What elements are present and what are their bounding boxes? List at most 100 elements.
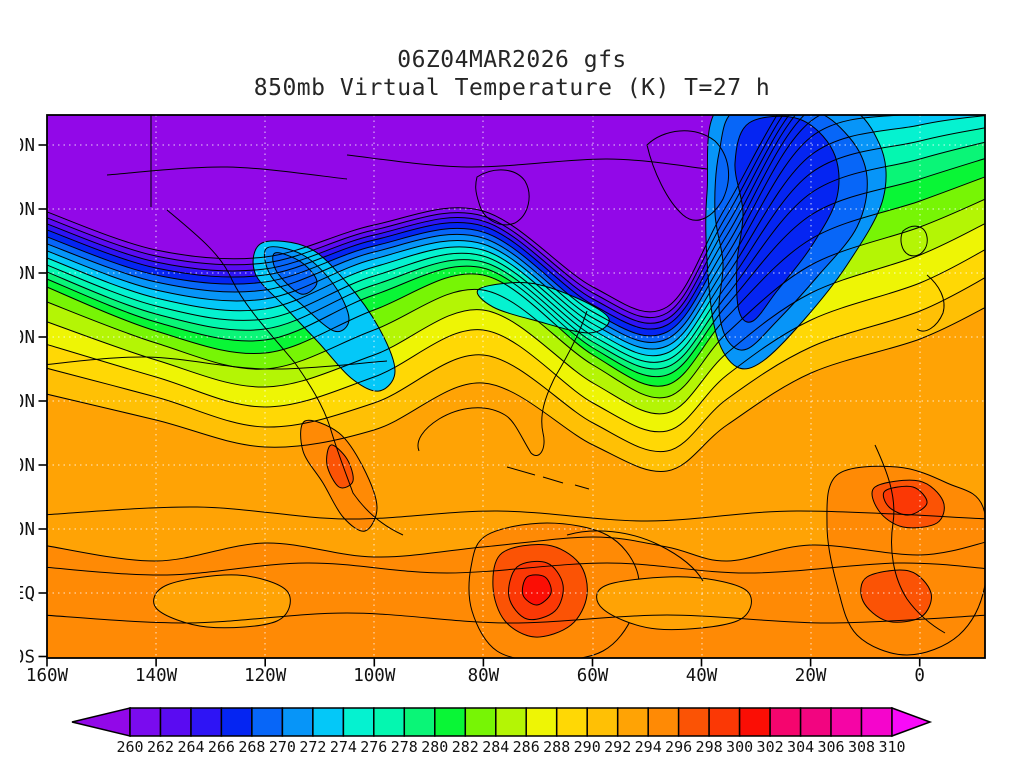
contour-line: [47, 115, 908, 350]
contour-line: [47, 176, 985, 387]
coastline: [166, 209, 404, 536]
colorbar-arrow-left: [71, 707, 131, 737]
colorbar-cell: [708, 707, 741, 737]
lon-tick-label: 40W: [686, 666, 718, 684]
colorbar-arrow-right: [891, 706, 933, 738]
contour-line: [346, 154, 708, 170]
lat-tick-label: 10N: [20, 520, 35, 540]
lat-tick-label: 50N: [20, 264, 35, 284]
colorbar-cell: [159, 707, 192, 737]
contour-region: [860, 569, 932, 623]
colorbar-cell: [860, 707, 893, 737]
colorbar-tick-label: 282: [452, 738, 479, 756]
coastline-hudson-bay: [475, 169, 530, 226]
contour-line: [47, 536, 985, 562]
colorbar-tick-label: 276: [360, 738, 387, 756]
contour-region: [326, 444, 354, 489]
colorbar-tick-label: 280: [421, 738, 448, 756]
contour-lines: [47, 115, 985, 624]
colorbar-cell: [830, 707, 863, 737]
colorbar: 260 262 264 266 268 270 272 274 276 278 280 282 284 2…: [71, 706, 933, 756]
latlon-gridlines: [47, 115, 985, 658]
colorbar-cell: [677, 707, 710, 737]
coastline-europe: [916, 274, 945, 332]
contour-line: [47, 277, 985, 453]
contour-line: [47, 115, 796, 330]
contour-line: [47, 141, 985, 370]
colorbar-cell: [769, 707, 802, 737]
contour-region: [153, 574, 291, 629]
axis-ticks: [38, 144, 921, 667]
lat-tick-label: 60N: [20, 200, 35, 220]
colorbar-tick-label: 298: [696, 738, 723, 756]
contour-line: [47, 306, 985, 472]
lon-tick-label: 100W: [353, 666, 396, 684]
contour-line: [47, 506, 985, 522]
coastline: [874, 444, 946, 634]
lat-tick-label: 20N: [20, 456, 35, 476]
contour-line: [47, 115, 778, 313]
coastline: [566, 530, 704, 582]
colorbar-cell: [464, 707, 497, 737]
contour-line: [47, 115, 790, 324]
colorbar-tick-label: 286: [513, 738, 540, 756]
colorbar-cell: [799, 707, 832, 737]
contour-line: [47, 562, 985, 576]
colorbar-cell: [190, 707, 223, 737]
colorbar-tick-label: 264: [177, 738, 204, 756]
x-axis-labels: 160W 140W 120W 100W 80W 60W 40W 20W 0: [26, 666, 925, 684]
colorbar-tick-label: 268: [238, 738, 265, 756]
coastline-greenland: [646, 130, 729, 221]
colorbar-tick-label: 272: [299, 738, 326, 756]
contour-line: [47, 115, 985, 357]
colorbar-cell: [586, 707, 619, 737]
contour-line: [47, 612, 985, 624]
contour-region: [734, 115, 840, 323]
chart-title-block: 06Z04MAR2026 gfs 850mb Virtual Temperatu…: [0, 46, 1024, 102]
contour-line: [47, 249, 985, 433]
lon-tick-label: 140W: [135, 666, 178, 684]
colorbar-tick-label: 310: [878, 738, 905, 756]
contour-line: [106, 166, 348, 180]
chart-title-line2: 850mb Virtual Temperature (K) T=27 h: [253, 75, 771, 101]
colorbar-tick-label: 294: [635, 738, 662, 756]
colorbar-tick-label: 284: [482, 738, 509, 756]
colorbar-cell: [616, 707, 649, 737]
colorbar-cell: [281, 707, 314, 737]
colorbar-tick-label: 266: [208, 738, 235, 756]
colorbar-cell: [129, 707, 162, 737]
colorbar-cell: [525, 707, 558, 737]
contour-line: [47, 222, 985, 415]
colorbar-tick-label: 262: [147, 738, 174, 756]
colorbar-tick-label: 296: [665, 738, 692, 756]
colorbar-cell: [251, 707, 284, 737]
lat-tick-label: 40N: [20, 328, 35, 348]
contour-line: [47, 115, 822, 343]
coastline: [417, 310, 588, 456]
contour-line: [47, 198, 985, 399]
colorbar-tick-label: 270: [269, 738, 296, 756]
lon-tick-label: 160W: [26, 666, 69, 684]
colorbar-cell: [312, 707, 345, 737]
chart-title-line1: 06Z04MAR2026 gfs: [397, 47, 627, 73]
colorbar-tick-label: 308: [848, 738, 875, 756]
coastline-uk: [900, 225, 928, 257]
colorbar-cell: [373, 707, 406, 737]
lon-tick-label: 80W: [468, 666, 500, 684]
colorbar-tick-label: 274: [330, 738, 357, 756]
lon-tick-label: 20W: [795, 666, 827, 684]
lon-tick-label: 60W: [577, 666, 609, 684]
colorbar-tick-label: 278: [391, 738, 418, 756]
contour-line: [47, 356, 388, 370]
coastlines: [150, 115, 946, 634]
colorbar-cell: [555, 707, 588, 737]
colorbar-cell: [647, 707, 680, 737]
lat-tick-label: EQ: [20, 584, 35, 604]
lat-tick-label: 30N: [20, 392, 35, 412]
colorbar-tick-label: 300: [726, 738, 753, 756]
colorbar-cell: [738, 707, 771, 737]
colorbar-tick-label: 304: [787, 738, 814, 756]
colorbar-cell: [220, 707, 253, 737]
colorbar-tick-label: 260: [116, 738, 143, 756]
